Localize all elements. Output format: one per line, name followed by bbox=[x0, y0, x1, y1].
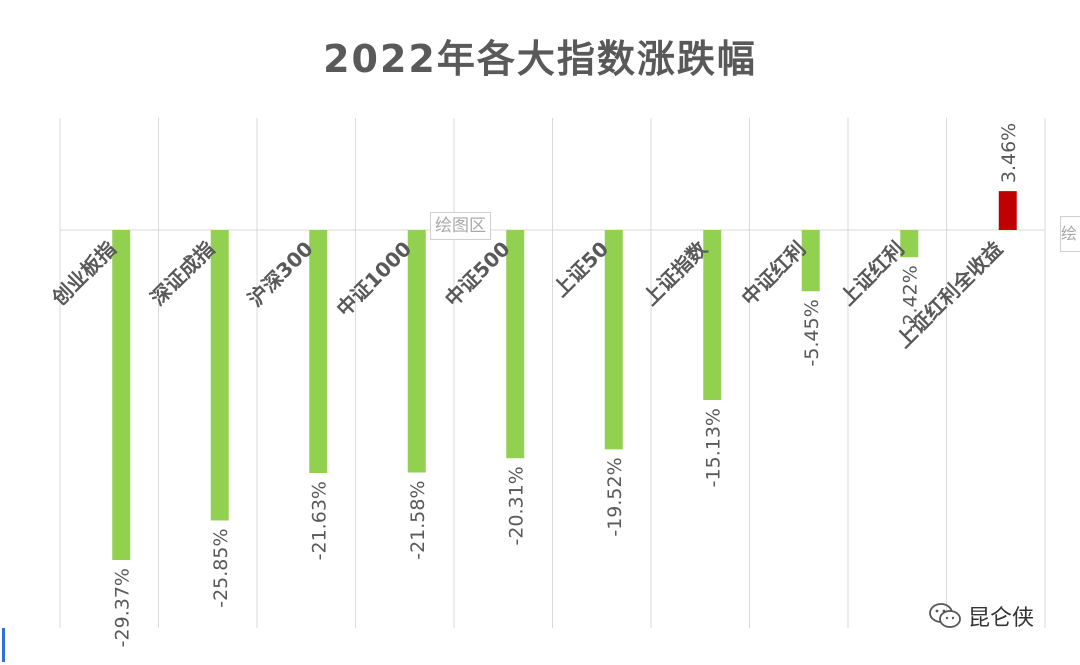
data-label: -21.63% bbox=[308, 481, 330, 560]
category-label: 中证1000 bbox=[332, 237, 417, 322]
category-label: 上证红利 bbox=[835, 237, 909, 311]
data-label: -20.31% bbox=[505, 466, 527, 545]
data-label: -19.52% bbox=[604, 457, 626, 536]
text-cursor bbox=[2, 628, 5, 662]
category-label: 中证红利 bbox=[737, 237, 811, 311]
plot-area-tag: 绘图区 bbox=[430, 212, 491, 240]
watermark-text: 昆仑侠 bbox=[968, 606, 1035, 631]
category-label: 深证成指 bbox=[146, 237, 220, 311]
chart-title: 2022年各大指数涨跌幅 bbox=[323, 37, 757, 81]
side-tag: 绘 bbox=[1060, 216, 1080, 252]
bar[interactable] bbox=[801, 230, 820, 292]
bar[interactable] bbox=[998, 191, 1017, 230]
data-label: 3.46% bbox=[998, 123, 1020, 183]
data-label: -25.85% bbox=[210, 528, 232, 607]
category-label: 沪深300 bbox=[243, 237, 318, 312]
data-label: -5.45% bbox=[801, 299, 823, 366]
bar[interactable] bbox=[703, 230, 722, 400]
category-label: 中证500 bbox=[440, 237, 515, 312]
bar[interactable] bbox=[506, 230, 525, 459]
data-label: -15.13% bbox=[702, 408, 724, 487]
bar[interactable] bbox=[112, 230, 131, 560]
bar[interactable] bbox=[210, 230, 229, 521]
data-label: -29.37% bbox=[111, 568, 133, 647]
grid-lines bbox=[59, 118, 1046, 628]
bar[interactable] bbox=[309, 230, 328, 474]
bar[interactable] bbox=[407, 230, 426, 473]
category-labels: 创业板指 深证成指 沪深300 中证1000 中证500 上证50 上证指数 中证红利 上证红利… bbox=[47, 236, 1008, 353]
data-label: -21.58% bbox=[407, 480, 429, 559]
category-label: 创业板指 bbox=[47, 237, 121, 311]
data-label: -2.42% bbox=[899, 265, 921, 332]
bar[interactable] bbox=[604, 230, 623, 450]
wechat-icon bbox=[929, 603, 961, 628]
category-label: 上证指数 bbox=[638, 236, 712, 310]
watermark: 昆仑侠 bbox=[928, 598, 1034, 634]
category-label: 上证50 bbox=[548, 237, 613, 302]
bar[interactable] bbox=[900, 230, 919, 258]
bars bbox=[112, 191, 1017, 560]
data-labels: -29.37% -25.85% -21.63% -21.58% -20.31% -19.5… bbox=[111, 123, 1020, 648]
